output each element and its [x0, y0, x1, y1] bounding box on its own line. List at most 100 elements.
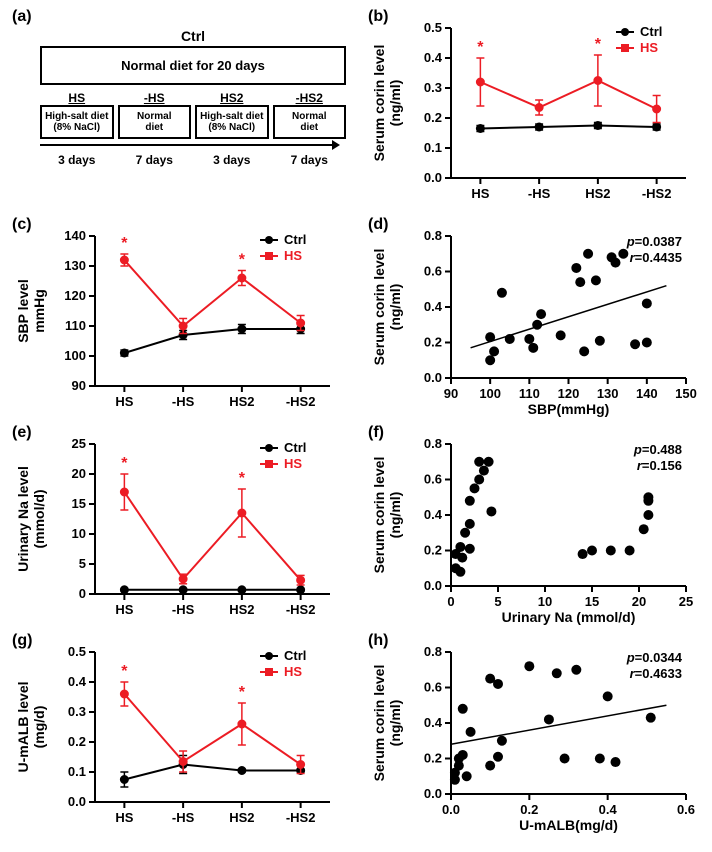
svg-text:140: 140 [636, 386, 658, 401]
svg-text:Ctrl: Ctrl [284, 232, 306, 247]
panel-h-label: (h) [368, 632, 388, 650]
svg-text:-HS: -HS [172, 602, 195, 617]
phase-duration: 7 days [273, 153, 347, 167]
svg-text:HS: HS [115, 810, 133, 825]
svg-text:15: 15 [72, 496, 86, 511]
panel-a-phase-titles: HS -HS HS2 -HS2 [40, 91, 346, 105]
panel-f: (f) 0.00.20.40.60.80510152025Serum corin… [366, 426, 706, 626]
svg-text:SBP level: SBP level [15, 279, 31, 343]
svg-text:0.4: 0.4 [424, 50, 443, 65]
svg-text:0.2: 0.2 [68, 734, 86, 749]
svg-text:*: * [477, 39, 484, 56]
panel-a-phase-boxes: High-salt diet (8% NaCl) Normal diet Hig… [40, 105, 346, 139]
svg-text:(mmol/d): (mmol/d) [31, 489, 47, 548]
svg-text:0.2: 0.2 [424, 335, 442, 350]
svg-text:120: 120 [558, 386, 580, 401]
chart-g: 0.00.10.20.30.40.5HS-HSHS2-HS2U-mALB lev… [10, 634, 350, 834]
svg-text:Serum corin level: Serum corin level [371, 249, 387, 366]
svg-text:HS: HS [115, 394, 133, 409]
svg-text:*: * [121, 455, 128, 472]
panel-g: (g) 0.00.10.20.30.40.5HS-HSHS2-HS2U-mALB… [10, 634, 350, 834]
svg-text:0.1: 0.1 [68, 764, 86, 779]
phase-title: -HS2 [273, 91, 347, 105]
svg-text:10: 10 [538, 594, 552, 609]
svg-text:HS: HS [284, 664, 302, 679]
chart-d: 0.00.20.40.60.890100110120130140150Serum… [366, 218, 706, 418]
svg-text:Urinary Na level: Urinary Na level [15, 466, 31, 572]
svg-text:Ctrl: Ctrl [284, 440, 306, 455]
panel-f-label: (f) [368, 424, 384, 442]
svg-text:HS2: HS2 [229, 602, 254, 617]
svg-text:0.6: 0.6 [677, 802, 695, 817]
svg-text:-HS2: -HS2 [286, 394, 316, 409]
svg-text:mmHg: mmHg [31, 289, 47, 333]
svg-text:0.3: 0.3 [424, 80, 442, 95]
svg-text:0.5: 0.5 [424, 20, 442, 35]
figure-grid: (a) Ctrl Normal diet for 20 days HS -HS … [10, 10, 712, 834]
panel-c: (c) 90100110120130140HS-HSHS2-HS2SBP lev… [10, 218, 350, 418]
svg-text:5: 5 [494, 594, 501, 609]
svg-text:-HS2: -HS2 [642, 186, 672, 201]
svg-text:25: 25 [679, 594, 693, 609]
svg-text:-HS2: -HS2 [286, 810, 316, 825]
svg-text:p=0.0387: p=0.0387 [626, 234, 682, 249]
svg-text:0.0: 0.0 [68, 794, 86, 809]
svg-text:0.0: 0.0 [424, 786, 442, 801]
svg-text:0.8: 0.8 [424, 436, 442, 451]
svg-text:0.3: 0.3 [68, 704, 86, 719]
svg-text:0.1: 0.1 [424, 140, 442, 155]
svg-text:*: * [239, 470, 246, 487]
svg-text:p=0.0344: p=0.0344 [626, 650, 683, 665]
svg-text:SBP(mmHg): SBP(mmHg) [528, 401, 610, 417]
phase-box: Normal diet [273, 105, 347, 139]
phase-title: HS [40, 91, 114, 105]
chart-e: 0510152025HS-HSHS2-HS2Urinary Na level(m… [10, 426, 350, 626]
svg-text:20: 20 [632, 594, 646, 609]
phase-duration: 3 days [195, 153, 269, 167]
panel-e: (e) 0510152025HS-HSHS2-HS2Urinary Na lev… [10, 426, 350, 626]
svg-text:140: 140 [64, 228, 86, 243]
svg-text:(ng/ml): (ng/ml) [387, 492, 403, 539]
svg-text:0.5: 0.5 [68, 644, 86, 659]
panel-b: (b) 0.00.10.20.30.40.5HS-HSHS2-HS2Serum … [366, 10, 706, 210]
svg-text:20: 20 [72, 466, 86, 481]
panel-b-label: (b) [368, 8, 388, 26]
chart-c: 90100110120130140HS-HSHS2-HS2SBP levelmm… [10, 218, 350, 418]
svg-text:(ng/ml): (ng/ml) [387, 284, 403, 331]
svg-text:HS2: HS2 [229, 810, 254, 825]
svg-text:0.0: 0.0 [424, 578, 442, 593]
svg-text:HS2: HS2 [229, 394, 254, 409]
panel-a: (a) Ctrl Normal diet for 20 days HS -HS … [10, 10, 350, 210]
svg-text:0: 0 [79, 586, 86, 601]
panel-a-ctrl-title: Ctrl [40, 28, 346, 44]
svg-text:*: * [595, 36, 602, 53]
svg-text:15: 15 [585, 594, 599, 609]
svg-text:Serum corin level: Serum corin level [371, 45, 387, 162]
svg-text:10: 10 [72, 526, 86, 541]
svg-text:100: 100 [64, 348, 86, 363]
svg-text:90: 90 [72, 378, 86, 393]
svg-text:0: 0 [447, 594, 454, 609]
svg-text:100: 100 [479, 386, 501, 401]
chart-f: 0.00.20.40.60.80510152025Serum corin lev… [366, 426, 706, 626]
panel-c-label: (c) [12, 216, 32, 234]
svg-text:(ng/ml): (ng/ml) [387, 700, 403, 747]
panel-a-top-box: Normal diet for 20 days [40, 46, 346, 85]
svg-text:r=0.156: r=0.156 [637, 458, 682, 473]
phase-duration: 7 days [118, 153, 192, 167]
svg-text:130: 130 [597, 386, 619, 401]
svg-text:120: 120 [64, 288, 86, 303]
svg-text:90: 90 [444, 386, 458, 401]
phase-box: High-salt diet (8% NaCl) [40, 105, 114, 139]
svg-text:0.4: 0.4 [599, 802, 618, 817]
svg-text:110: 110 [65, 318, 86, 333]
svg-text:0.6: 0.6 [424, 680, 442, 695]
svg-text:25: 25 [72, 436, 86, 451]
svg-text:U-mALB(mg/d): U-mALB(mg/d) [519, 817, 618, 833]
svg-text:-HS2: -HS2 [286, 602, 316, 617]
svg-text:0.0: 0.0 [442, 802, 460, 817]
svg-text:U-mALB level: U-mALB level [15, 681, 31, 772]
svg-text:0.2: 0.2 [424, 110, 442, 125]
svg-text:Serum corin level: Serum corin level [371, 665, 387, 782]
svg-text:-HS: -HS [528, 186, 551, 201]
